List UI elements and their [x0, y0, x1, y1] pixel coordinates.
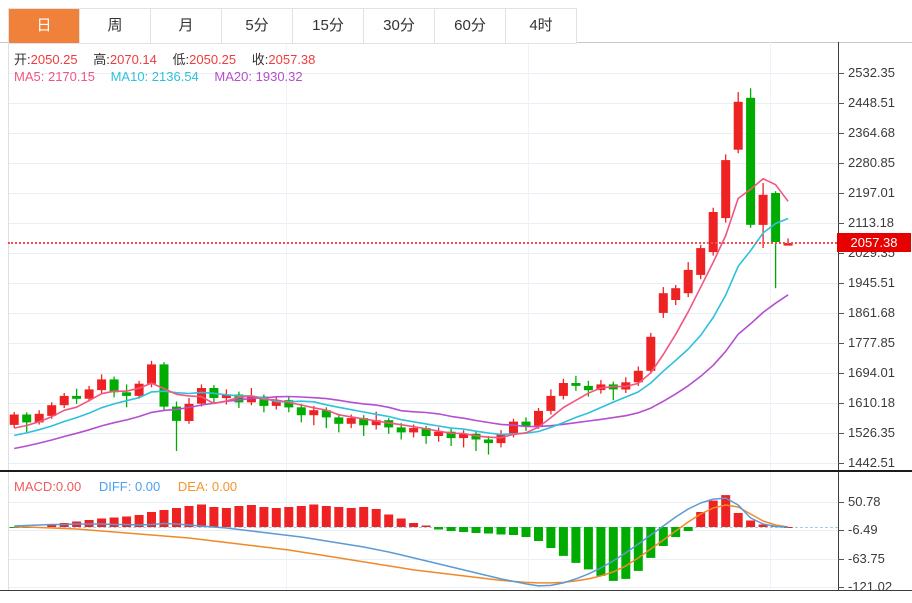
tab-日[interactable]: 日 [9, 9, 80, 43]
plot-left-border [8, 42, 9, 590]
zero-dash [8, 527, 838, 528]
tab-bar: 日周月 5分 15分 30分 60分 4时 [8, 8, 577, 44]
low-label: 低: [172, 52, 190, 67]
axis-tick [838, 313, 844, 314]
axis-tick-label: 1694.01 [848, 365, 895, 380]
axis-tick [838, 193, 844, 194]
macd-panel-chart[interactable] [8, 472, 838, 590]
grid-h [8, 530, 838, 531]
axis-tick [838, 253, 844, 254]
grid-h [8, 133, 838, 134]
axis-tick [838, 103, 844, 104]
axis-tick-label: 2448.51 [848, 95, 895, 110]
grid-h [8, 193, 838, 194]
grid-h [8, 373, 838, 374]
grid-v [770, 42, 771, 590]
axis-tick [838, 433, 844, 434]
axis-tick-label: 1526.35 [848, 425, 895, 440]
axis-tick [838, 502, 844, 503]
last-price-tag: 2057.38 [837, 233, 911, 252]
tab-4时[interactable]: 4时 [506, 9, 576, 43]
axis-tick-label: 1861.68 [848, 305, 895, 320]
grid-v [286, 42, 287, 590]
tab-30分[interactable]: 30分 [364, 9, 435, 43]
grid-h [8, 223, 838, 224]
last-price-dotted-line [8, 242, 837, 244]
ma-readout: MA5: 2170.15 MA10: 2136.54 MA20: 1930.32 [14, 69, 303, 84]
low-value: 2050.25 [189, 52, 237, 67]
y-axis-line [838, 42, 839, 591]
axis-tick-label: 1777.85 [848, 335, 895, 350]
tab-15分[interactable]: 15分 [293, 9, 364, 43]
axis-tick [838, 530, 844, 531]
axis-tick-label: 2364.68 [848, 125, 895, 140]
panel-bottom-border [0, 590, 912, 591]
axis-tick-label: 1610.18 [848, 395, 895, 410]
grid-h [8, 403, 838, 404]
axis-tick-label: 2197.01 [848, 185, 895, 200]
panel-separator [0, 470, 912, 472]
axis-tick-label: -121.02 [848, 579, 893, 594]
grid-h [8, 163, 838, 164]
open-value: 2050.25 [30, 52, 78, 67]
close-value: 2057.38 [268, 52, 316, 67]
tab-5分[interactable]: 5分 [222, 9, 293, 43]
axis-tick [838, 73, 844, 74]
axis-tick [838, 587, 844, 588]
close-label: 收: [251, 52, 269, 67]
high-label: 高: [93, 52, 110, 67]
grid-v [528, 42, 529, 590]
axis-tick [838, 283, 844, 284]
tab-周[interactable]: 周 [80, 9, 151, 43]
axis-tick-label: 1945.51 [848, 275, 895, 290]
grid-h [8, 313, 838, 314]
diff-label: DIFF: 0.00 [98, 479, 161, 494]
open-label: 开: [14, 52, 31, 67]
grid-h [8, 502, 838, 503]
axis-tick [838, 559, 844, 560]
ma5-label: MA5: 2170.15 [14, 69, 95, 84]
grid-h [8, 103, 838, 104]
grid-h [8, 283, 838, 284]
ma10-label: MA10: 2136.54 [110, 69, 199, 84]
axis-tick [838, 343, 844, 344]
axis-tick-label: 2280.85 [848, 155, 895, 170]
axis-tick [838, 403, 844, 404]
axis-tick-label: -6.49 [848, 522, 878, 537]
axis-tick [838, 133, 844, 134]
main-candlestick-chart[interactable] [8, 42, 838, 470]
tab-月[interactable]: 月 [151, 9, 222, 43]
axis-tick-label: 2532.35 [848, 65, 895, 80]
axis-tick [838, 373, 844, 374]
grid-h [8, 587, 838, 588]
axis-tick [838, 223, 844, 224]
grid-h [8, 343, 838, 344]
grid-h [8, 253, 838, 254]
grid-h [8, 463, 838, 464]
grid-h [8, 73, 838, 74]
macd-readout: MACD:0.00 DIFF: 0.00 DEA: 0.00 [14, 479, 237, 494]
axis-tick-label: -63.75 [848, 551, 885, 566]
axis-tick-label: 1442.51 [848, 455, 895, 470]
high-value: 2070.14 [109, 52, 157, 67]
dea-label: DEA: 0.00 [177, 479, 238, 494]
ohlc-readout: 开:2050.25 高:2070.14 低:2050.25 收:2057.38 [14, 49, 327, 68]
axis-tick-label: 2113.18 [848, 215, 895, 230]
axis-tick [838, 163, 844, 164]
tab-60分[interactable]: 60分 [435, 9, 506, 43]
ma20-label: MA20: 1930.32 [214, 69, 303, 84]
axis-tick [838, 463, 844, 464]
macd-label: MACD:0.00 [14, 479, 82, 494]
axis-tick-label: 50.78 [848, 494, 881, 509]
